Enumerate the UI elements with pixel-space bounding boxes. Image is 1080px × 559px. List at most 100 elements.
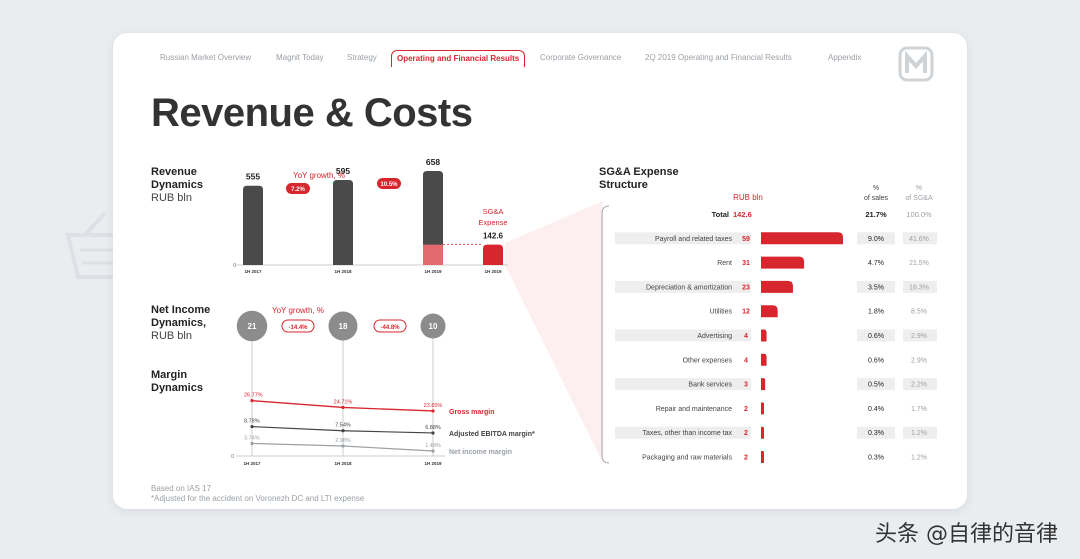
sga-bar [761,451,764,463]
sga-row-pct-sales: 0.3% [868,430,884,437]
sga-row-pct-sales: 3.5% [868,284,884,291]
sga-row-label: Other expenses [683,357,733,364]
margin-point [431,449,435,453]
revenue-yoy-pill [286,183,310,194]
margin-x-tick: 1H 2017 [243,461,261,466]
sga-row-rub: 4 [744,357,748,364]
sga-bar [761,378,766,391]
sga-row-shade [903,329,937,342]
sga-row-rub: 31 [742,260,750,267]
margin-point-label: 23.65% [424,403,443,409]
sga-bar [761,280,793,293]
margin-point [341,405,345,410]
nav-item-corporate-governance[interactable]: Corporate Governance [540,53,622,62]
sga-row-pct-sga: 2.9% [911,333,927,340]
revenue-yoy-label: YoY growth, % [293,171,345,180]
revenue-yoy-pill [377,178,401,189]
sga-row-rub: 4 [744,333,748,340]
slide-card: Russian Market Overview Magnit Today Str… [113,33,967,509]
margin-label: Margin Dynamics [151,369,203,394]
margin-point-label: 6.88% [425,425,441,431]
sga-row-shade [615,232,751,245]
net-income-value: 18 [339,322,348,331]
sga-label-line2: Expense [478,218,507,227]
sga-row-shade [857,329,895,342]
nav-item-2q-2019-results[interactable]: 2Q 2019 Operating and Financial Results [645,53,792,62]
footnote-1: Based on IAS 17 [151,484,212,493]
sga-structure-title: SG&A Expense Structure [599,166,679,191]
net-income-yoy-pill [281,319,315,333]
margin-x-tick: 1H 2018 [334,461,352,466]
margin-point [431,431,435,435]
revenue-value-label: 595 [336,166,350,176]
revenue-y-zero: 0 [233,263,236,269]
sga-col-rub: RUB bln [733,193,763,202]
net-income-label: Net Income Dynamics, RUB bln [151,304,211,342]
sga-row-shade [903,378,937,391]
margin-y-zero: 0 [231,454,234,460]
net-income-bubble [420,313,446,339]
sga-col-sales-2: of sales [864,195,889,202]
sga-row-pct-sales: 0.3% [868,455,884,462]
sga-bar [761,402,764,415]
sga-row-label: Advertising [697,333,732,340]
net-income-yoy-value: -44.8% [380,325,400,331]
sga-row-pct-sga: 16.3% [909,284,929,291]
nav-item-market-overview[interactable]: Russian Market Overview [160,53,252,62]
sga-row-pct-sales: 1.8% [868,309,884,316]
revenue-label: Revenue Dynamics RUB bln [151,166,203,204]
sga-row-shade [615,280,751,293]
sga-total-label: Total [712,210,729,219]
nav-item-operating-financial-results[interactable]: Operating and Financial Results [391,50,526,67]
sga-bar [761,305,778,318]
margin-point [250,424,254,429]
sga-row-shade [615,378,751,391]
top-navigation: Russian Market Overview Magnit Today Str… [113,47,967,71]
margin-series-name: Gross margin [449,409,495,416]
sga-row-rub: 2 [744,430,748,437]
revenue-value-label: 658 [426,157,440,167]
left-charts: 0 555 1H 2017 595 1H 2018 658 1H 2019 142.6 1H … [231,157,603,466]
sga-bar [761,426,764,439]
sga-row-pct-sga: 1.2% [911,455,927,462]
sga-row-shade [903,426,937,439]
sga-col-sales-1: % [873,185,879,192]
sga-row-label: Payroll and related taxes [655,236,733,243]
sga-row-pct-sales: 0.6% [868,333,884,340]
magnit-logo-icon [898,46,934,82]
sga-row-rub: 23 [742,284,750,291]
sga-row-rub: 12 [742,309,750,316]
sga-row-pct-sga: 8.5% [911,309,927,316]
revenue-value-label: 555 [246,172,260,182]
margin-series-name: Net income margin [449,449,512,456]
sga-row-rub: 2 [744,406,748,413]
nav-item-magnit-today[interactable]: Magnit Today [276,53,324,62]
sga-row-pct-sales: 0.6% [868,357,884,364]
margin-point [341,429,345,433]
margin-series-name: Adjusted EBITDA margin* [449,431,535,438]
revenue-x-tick: 1H 2018 [334,269,352,274]
sga-label-line1: SG&A [483,207,504,216]
sga-row-pct-sga: 1.2% [911,430,927,437]
sga-row-pct-sales: 0.4% [868,406,884,413]
sga-row-label: Rent [717,260,732,267]
revenue-x-tick: 1H 2017 [244,269,262,274]
sga-row-shade [615,329,751,342]
revenue-x-tick: 1H 2019 [484,269,502,274]
sga-total-pct-sales: 21.7% [865,210,887,219]
margin-point-label: 7.54% [335,423,351,429]
margin-point [250,441,254,446]
sga-row-pct-sga: 2.9% [911,357,927,364]
nav-item-strategy[interactable]: Strategy [347,53,377,62]
revenue-yoy-value: 7.2% [291,187,305,193]
sga-funnel-highlight [505,201,603,463]
revenue-bar-sga-portion [423,244,443,265]
revenue-value-label: 142.6 [483,232,504,241]
sga-row-rub: 59 [742,236,750,243]
sga-row-pct-sales: 0.5% [868,382,884,389]
sga-row-pct-sga: 2.2% [911,382,927,389]
revenue-bar [483,244,503,265]
net-income-bubble [236,310,268,342]
nav-item-appendix[interactable]: Appendix [828,53,862,62]
sga-row-shade [903,280,937,293]
